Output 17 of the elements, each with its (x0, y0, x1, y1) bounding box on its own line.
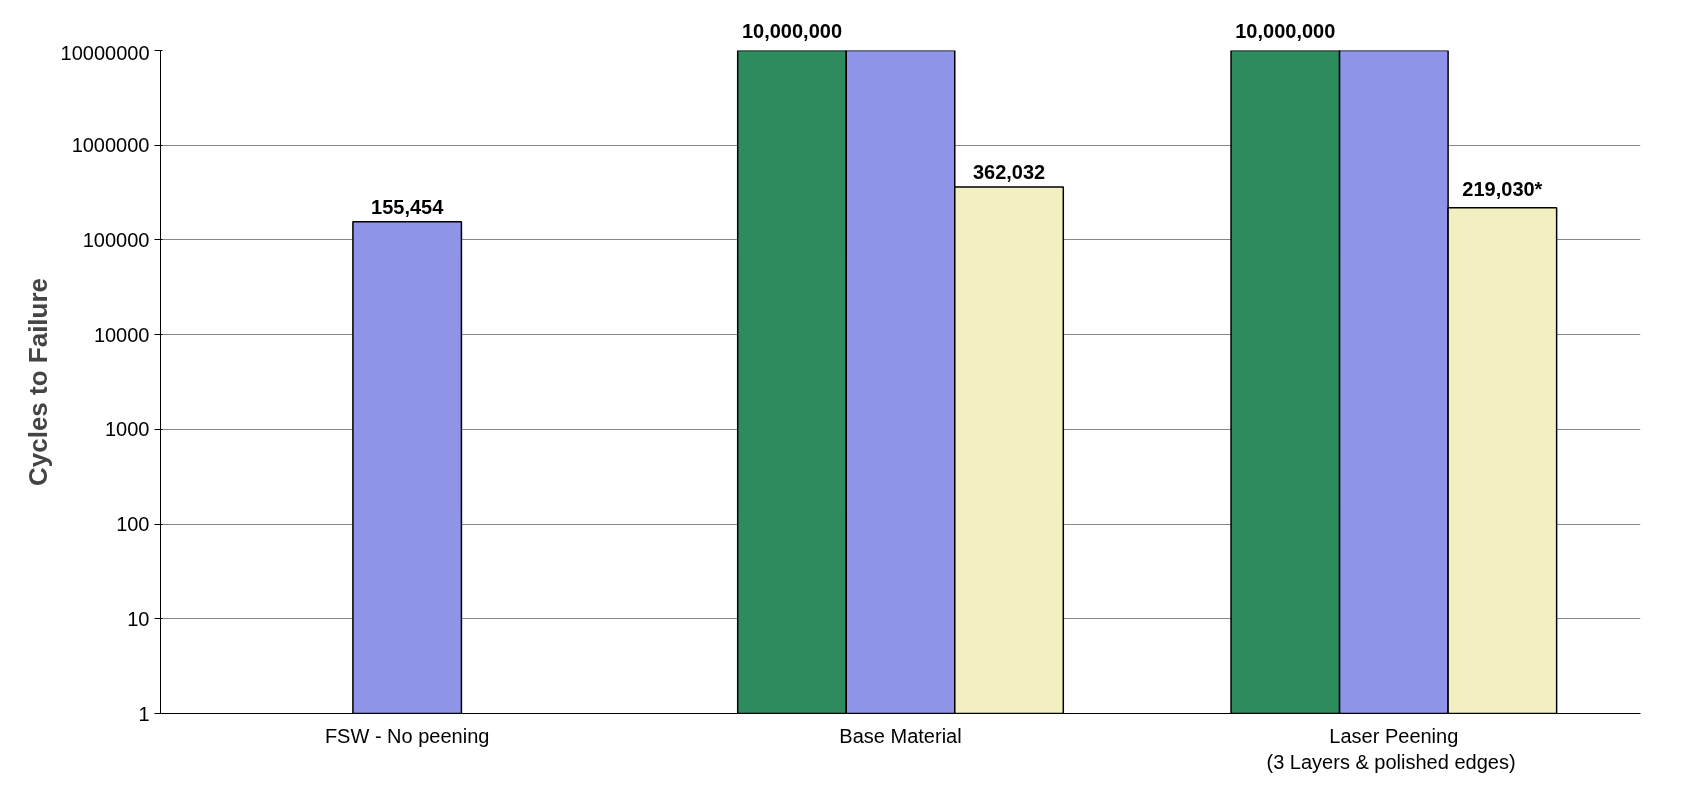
y-tick-label: 1 (138, 702, 150, 725)
y-tick-label: 1000 (105, 418, 150, 441)
y-axis-title: Cycles to Failure (22, 277, 53, 487)
x-tick-label: FSW - No peening (324, 724, 490, 747)
data-label: 362,032 (972, 161, 1046, 184)
y-tick-label: 10 (127, 607, 150, 630)
y-tick-label: 10000 (93, 323, 150, 346)
y-tick-label: 1000000 (71, 134, 150, 157)
x-tick-label: Laser Peening (3 Layers & polished edges) (1266, 724, 1516, 773)
y-tick-label: 100 (116, 513, 150, 536)
y-tick-label: 100000 (82, 228, 150, 251)
x-tick-label: Base Material (839, 724, 962, 747)
y-tick-label: 10000000 (60, 41, 150, 64)
data-label: 219,030* (1462, 177, 1543, 200)
data-label: 155,454 (371, 195, 445, 218)
data-label: 10,000,000 (741, 19, 843, 42)
data-label: 10,000,000 (1235, 19, 1336, 42)
